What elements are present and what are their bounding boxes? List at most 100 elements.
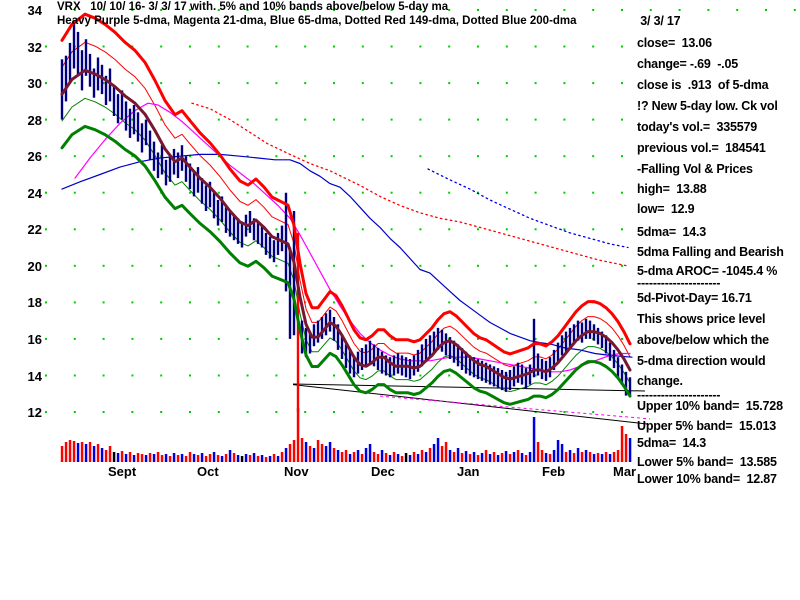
grid-dot: [419, 155, 422, 158]
grid-dot: [505, 191, 508, 194]
grid-dot: [477, 9, 479, 11]
info-line: !? New 5-day low. Ck vol: [637, 99, 778, 113]
info-line: Upper 5% band= 15.013: [637, 419, 777, 433]
grid-dot: [189, 45, 191, 48]
grid-dot: [505, 9, 508, 11]
grid-dot: [304, 82, 307, 85]
volume-bar: [240, 456, 244, 462]
grid-dot: [217, 191, 220, 194]
volume-bar: [88, 442, 92, 462]
grid-dot: [189, 82, 191, 85]
month-label-feb: Feb: [542, 464, 566, 479]
volume-bar: [528, 452, 532, 462]
info-line: Upper 10% band= 15.728: [637, 399, 783, 413]
volume-bar: [224, 454, 228, 462]
grid-dot: [592, 228, 595, 231]
info-line: 3/ 3/ 17: [637, 14, 681, 28]
volume-bar: [488, 454, 492, 462]
volume-bar: [552, 450, 556, 462]
volume-bar: [436, 438, 440, 462]
grid-dot: [304, 191, 307, 194]
volume-bar: [236, 455, 240, 462]
info-line: 5d-Pivot-Day= 16.71: [637, 291, 752, 305]
y-axis-label: 16: [27, 331, 42, 347]
grid-dot: [361, 374, 364, 377]
volume-bar: [544, 453, 548, 462]
info-line: Lower 10% band= 12.87: [637, 472, 777, 486]
grid-dot: [189, 374, 191, 377]
volume-bar: [164, 454, 168, 462]
grid-dot: [477, 82, 479, 85]
grid-dot: [621, 264, 623, 267]
grid-dot: [189, 155, 191, 158]
grid-dot: [621, 9, 623, 11]
grid-dot: [448, 228, 451, 231]
grid-dot: [73, 155, 76, 158]
volume-bar: [576, 448, 580, 462]
grid-dot: [131, 82, 134, 85]
grid-dot: [390, 118, 393, 121]
month-label-nov: Nov: [284, 464, 309, 479]
grid-dot: [505, 411, 508, 413]
grid-dot: [592, 374, 595, 377]
volume-bar: [484, 450, 488, 462]
grid-dot: [621, 45, 623, 48]
volume-bar: [128, 452, 132, 462]
grid-dot: [246, 45, 249, 48]
volume-bar: [120, 451, 124, 462]
grid-dot: [333, 118, 335, 121]
volume-bar: [424, 452, 428, 462]
grid-dot: [621, 228, 623, 231]
volume-bar: [616, 450, 620, 462]
grid-dot: [621, 191, 623, 194]
grid-dot: [275, 228, 278, 231]
chart-title-line1: VRX 10/ 10/ 16- 3/ 3/ 17 with. 5% and 10…: [57, 1, 449, 13]
grid-dot: [390, 155, 393, 158]
volume-bar: [304, 442, 308, 462]
grid-dot: [505, 155, 508, 158]
grid-dot: [102, 411, 105, 413]
y-axis-label: 18: [27, 295, 42, 311]
grid-dot: [160, 264, 163, 267]
grid-dot: [275, 9, 278, 11]
month-label-jan: Jan: [457, 464, 480, 479]
grid-dot: [246, 82, 249, 85]
grid-dot: [45, 118, 47, 121]
grid-dot: [563, 191, 566, 194]
grid-dot: [390, 374, 393, 377]
grid-dot: [102, 264, 105, 267]
volume-bar: [604, 452, 608, 462]
volume-bar: [516, 450, 520, 462]
grid-dot: [448, 374, 451, 377]
volume-bar: [556, 440, 560, 462]
grid-dot: [45, 45, 47, 48]
grid-dot: [160, 301, 163, 304]
volume-bar: [412, 452, 416, 462]
volume-bar: [228, 450, 232, 462]
volume-bar: [64, 442, 68, 462]
y-axis-label: 32: [27, 39, 42, 55]
volume-bar: [200, 453, 204, 462]
grid-dot: [217, 411, 220, 413]
grid-dot: [419, 411, 422, 413]
volume-bar: [256, 456, 260, 462]
grid-dot: [333, 264, 335, 267]
trendline: [292, 384, 649, 425]
volume-bar: [400, 456, 404, 462]
grid-dot: [505, 301, 508, 304]
volume-bar: [572, 453, 576, 462]
info-line: 5-dma AROC= -1045.4 %: [637, 264, 778, 278]
volume-bar: [480, 453, 484, 462]
volume-bar: [280, 452, 284, 462]
ma-line-200-dma: [427, 168, 629, 249]
volume-bar: [352, 452, 356, 462]
volume-bar: [444, 442, 448, 462]
grid-dot: [361, 191, 364, 194]
grid-dot: [505, 45, 508, 48]
volume-bar: [416, 454, 420, 462]
grid-dot: [419, 45, 422, 48]
grid-dot: [160, 118, 163, 121]
grid-dot: [563, 301, 566, 304]
grid-dot: [160, 82, 163, 85]
grid-dot: [131, 264, 134, 267]
